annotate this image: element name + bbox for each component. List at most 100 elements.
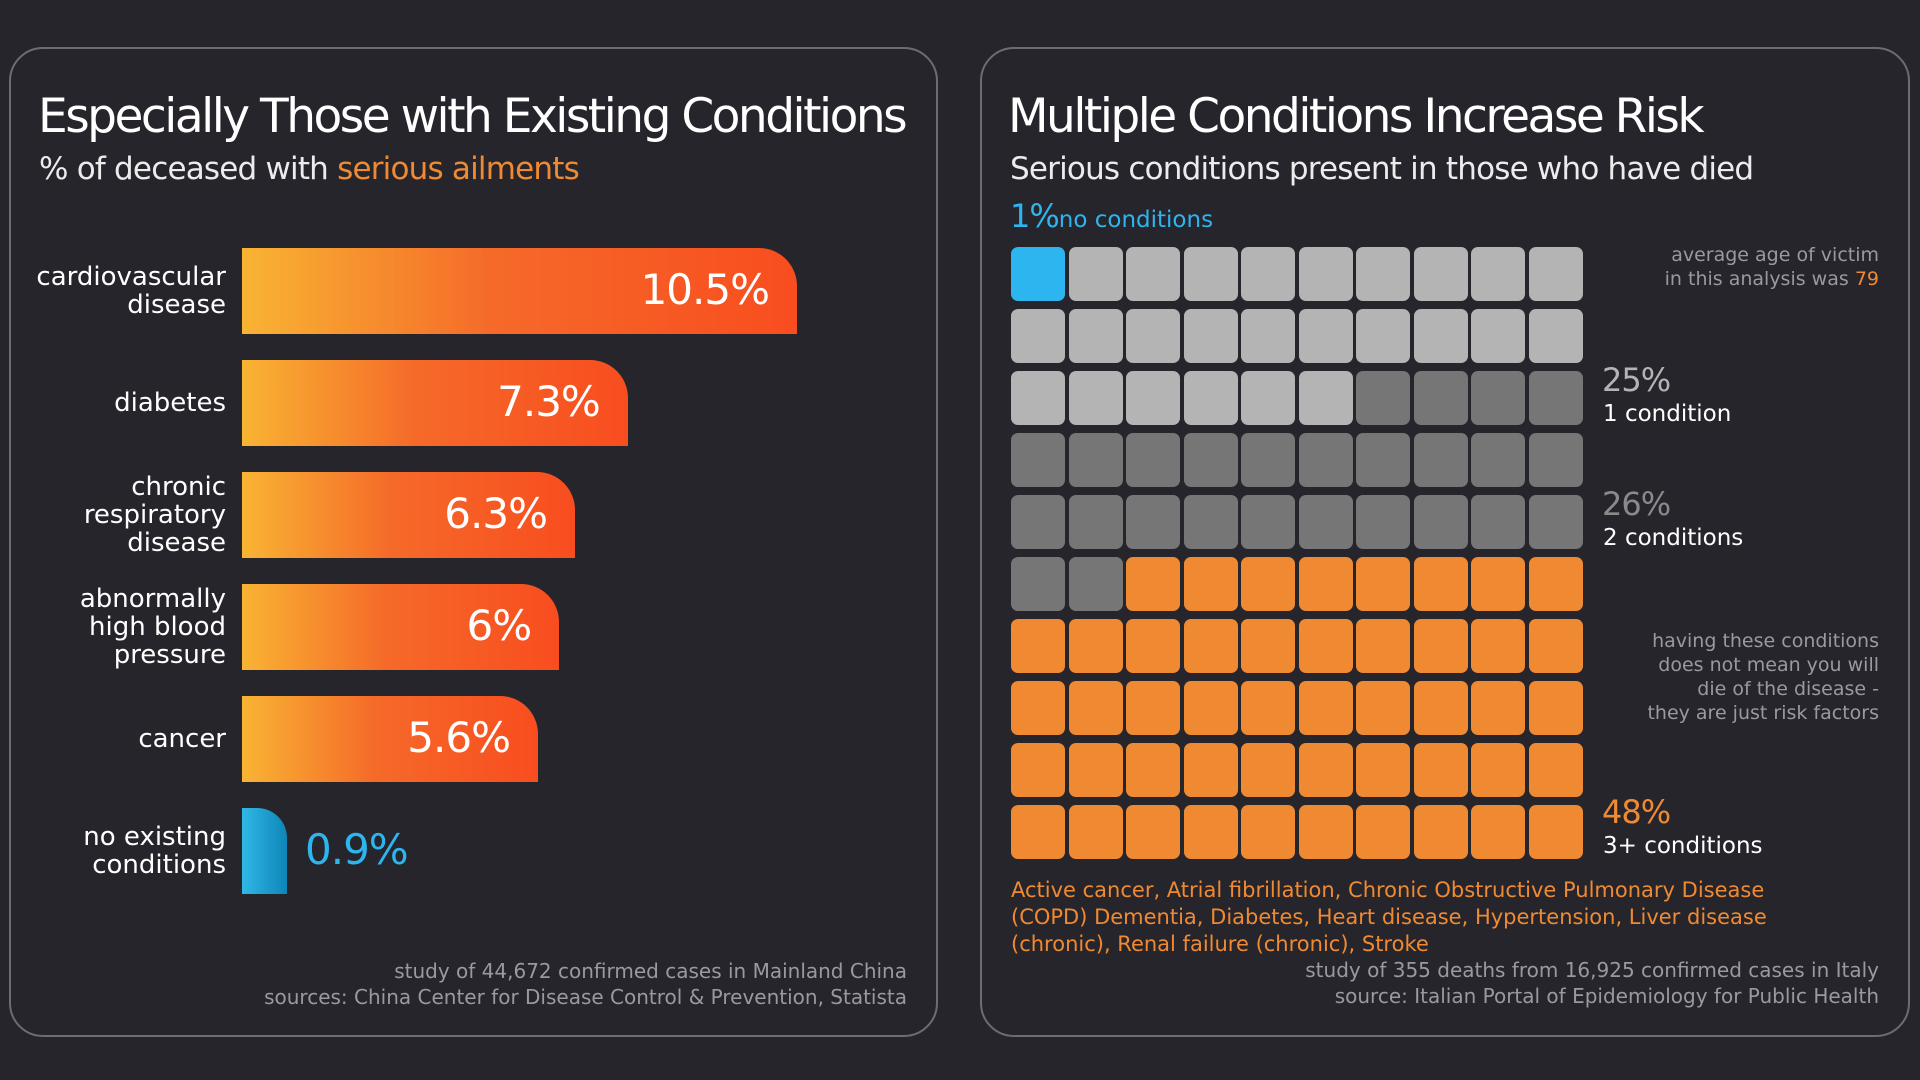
waffle-cell	[1471, 619, 1525, 673]
bar-category-label: cardiovascular disease	[36, 262, 226, 320]
bar	[242, 696, 538, 782]
bar-category-label: cancer	[138, 724, 226, 754]
waffle-cell	[1241, 805, 1295, 859]
waffle-cell	[1298, 619, 1353, 673]
waffle-cell	[1356, 681, 1410, 735]
waffle-cell	[1241, 495, 1295, 549]
waffle-cell	[1126, 433, 1180, 487]
waffle-cell	[1068, 247, 1123, 301]
waffle-cell	[1126, 247, 1180, 301]
waffle-cell	[1528, 619, 1583, 673]
waffle-cell	[1528, 309, 1583, 363]
waffle-cell	[1068, 309, 1123, 363]
two-conditions-pct: 26%	[1602, 485, 1671, 523]
waffle-cell	[1126, 681, 1180, 735]
waffle-cell	[1241, 557, 1295, 611]
waffle-cell	[1183, 805, 1238, 859]
waffle-cell	[1356, 433, 1410, 487]
waffle-cell	[1126, 495, 1180, 549]
waffle-cell	[1298, 557, 1353, 611]
waffle-cell	[1413, 495, 1468, 549]
waffle-cell	[1183, 557, 1238, 611]
bar	[242, 360, 628, 446]
conditions-list: Active cancer, Atrial fibrillation, Chro…	[1011, 878, 1767, 956]
waffle-cell	[1011, 619, 1065, 673]
waffle-cell	[1183, 247, 1238, 301]
waffle-cell	[1011, 743, 1065, 797]
waffle-cell	[1068, 619, 1123, 673]
waffle-cell	[1126, 805, 1180, 859]
bar	[242, 584, 560, 670]
left-chart-panel: Especially Those with Existing Condition…	[9, 47, 938, 1037]
waffle-cell	[1356, 309, 1410, 363]
waffle-cell	[1068, 805, 1123, 859]
left-chart-subtitle: % of deceased with serious ailments	[39, 151, 580, 187]
waffle-cell	[1471, 371, 1525, 425]
waffle-cell	[1298, 805, 1353, 859]
waffle-cell	[1528, 247, 1583, 301]
waffle-cell	[1183, 681, 1238, 735]
waffle-cell	[1298, 743, 1353, 797]
subtitle-accent: serious ailments	[337, 151, 580, 187]
risk-note-line: having these conditions	[1652, 630, 1879, 652]
waffle-cell	[1241, 743, 1295, 797]
left-footnote: study of 44,672 confirmed cases in Mainl…	[264, 958, 907, 1010]
waffle-cell	[1413, 619, 1468, 673]
waffle-cell	[1471, 495, 1525, 549]
right-chart-title: Multiple Conditions Increase Risk	[1008, 89, 1705, 144]
bar-category-label: abnormally high blood pressure	[79, 584, 226, 670]
bar-value-label: 0.9%	[305, 825, 409, 874]
waffle-cell	[1298, 433, 1353, 487]
waffle-cell	[1126, 309, 1180, 363]
waffle-cell	[1011, 371, 1065, 425]
bar-value-label: 5.6%	[407, 713, 511, 762]
waffle-cell	[1011, 433, 1065, 487]
no-conditions-pct: 1%	[1010, 197, 1060, 235]
waffle-cell	[1528, 433, 1583, 487]
waffle-cell	[1413, 371, 1468, 425]
left-chart-title: Especially Those with Existing Condition…	[38, 89, 908, 144]
waffle-cell	[1528, 557, 1583, 611]
bar	[242, 248, 797, 334]
waffle-cell	[1413, 743, 1468, 797]
waffle-cell	[1068, 557, 1123, 611]
waffle-cell	[1471, 309, 1525, 363]
waffle-cell	[1183, 371, 1238, 425]
waffle-cell	[1356, 805, 1410, 859]
right-footnote-line1: study of 355 deaths from 16,925 confirme…	[1305, 958, 1879, 982]
waffle-cell	[1126, 619, 1180, 673]
waffle-cell	[1068, 681, 1123, 735]
waffle-cell	[1528, 681, 1583, 735]
waffle-cell	[1471, 247, 1525, 301]
waffle-cell	[1298, 247, 1353, 301]
left-footnote-line1: study of 44,672 confirmed cases in Mainl…	[394, 959, 907, 983]
waffle-cell	[1011, 805, 1065, 859]
waffle-cell	[1471, 805, 1525, 859]
waffle-cell	[1528, 805, 1583, 859]
waffle-cell	[1471, 743, 1525, 797]
right-chart-panel: Multiple Conditions Increase Risk Seriou…	[980, 47, 1910, 1037]
waffle-cell	[1356, 619, 1410, 673]
waffle-cell	[1183, 743, 1238, 797]
waffle-cell	[1356, 495, 1410, 549]
waffle-cell	[1068, 433, 1123, 487]
waffle-cell	[1068, 371, 1123, 425]
age-note-line2: in this analysis was 79	[1665, 267, 1879, 291]
age-note-prefix: in this analysis was	[1664, 268, 1855, 290]
waffle-cell	[1356, 247, 1410, 301]
one-condition-label: 1 condition	[1603, 401, 1732, 427]
bar-value-label: 10.5%	[640, 265, 770, 314]
waffle-cell	[1241, 247, 1295, 301]
waffle-cell	[1356, 557, 1410, 611]
waffle-cell	[1183, 309, 1238, 363]
waffle-cell	[1471, 433, 1525, 487]
three-conditions-label: 3+ conditions	[1603, 833, 1763, 859]
risk-note-line: die of the disease -	[1697, 678, 1879, 700]
waffle-cell	[1413, 805, 1468, 859]
waffle-cell	[1011, 247, 1065, 301]
waffle-cell	[1183, 619, 1238, 673]
bar	[242, 808, 287, 894]
waffle-cell	[1011, 681, 1065, 735]
age-note-line1: average age of victim	[1671, 244, 1879, 266]
waffle-cell	[1413, 433, 1468, 487]
